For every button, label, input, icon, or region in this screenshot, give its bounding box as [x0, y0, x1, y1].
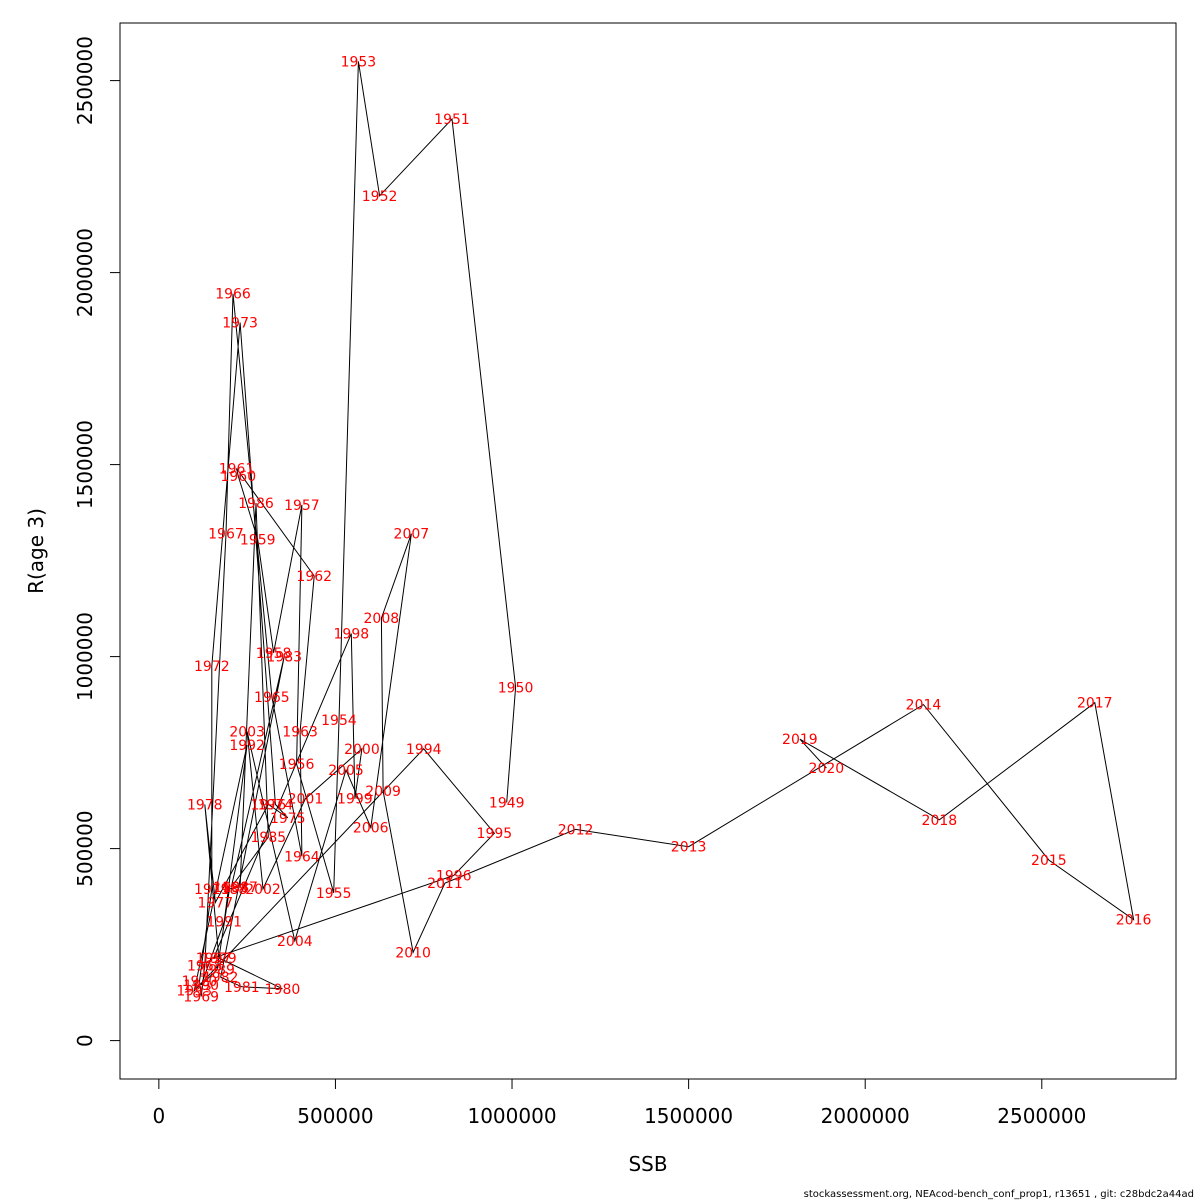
- point-label-2018: 2018: [922, 813, 958, 829]
- point-label-1979: 1979: [201, 951, 237, 967]
- point-label-2019: 2019: [782, 732, 818, 748]
- point-labels: 1949 1950 1951 1952 1953 1954 1955 1956 1957 1958…: [176, 54, 1151, 1005]
- point-label-1963: 1963: [282, 724, 318, 740]
- point-label-1983: 1983: [266, 650, 302, 666]
- point-label-1969: 1969: [183, 989, 219, 1005]
- x-tick-label: 500000: [297, 1104, 373, 1128]
- series-line: [193, 61, 1135, 997]
- point-label-1958: 1958: [256, 646, 292, 662]
- y-tick-label: 2000000: [73, 228, 97, 317]
- point-label-1987: 1987: [222, 880, 258, 896]
- point-label-1949: 1949: [489, 796, 525, 812]
- point-label-1984: 1984: [213, 880, 249, 896]
- point-label-1966: 1966: [215, 287, 251, 303]
- point-label-1988: 1988: [212, 882, 248, 898]
- point-label-1986: 1986: [238, 496, 274, 512]
- point-label-2005: 2005: [328, 763, 364, 779]
- x-tick-label: 2500000: [997, 1104, 1086, 1128]
- point-label-1977: 1977: [198, 895, 234, 911]
- point-label-1994: 1994: [406, 742, 442, 758]
- point-label-2020: 2020: [809, 761, 845, 777]
- point-label-1971: 1971: [194, 882, 230, 898]
- y-tick-label: 1500000: [73, 420, 97, 509]
- y-tick-label: 1000000: [73, 612, 97, 701]
- point-label-2013: 2013: [671, 840, 707, 856]
- point-label-1990: 1990: [183, 978, 219, 994]
- point-label-1976: 1976: [251, 797, 287, 813]
- point-label-1978: 1978: [187, 797, 223, 813]
- point-label-2001: 2001: [288, 792, 324, 808]
- point-label-1975: 1975: [270, 811, 306, 827]
- x-axis: 0 500000 1000000 1500000 2000000 2500000: [152, 1078, 1086, 1128]
- point-label-2016: 2016: [1116, 913, 1152, 929]
- point-label-1980: 1980: [265, 982, 301, 998]
- point-label-2002: 2002: [245, 882, 281, 898]
- point-label-1992: 1992: [229, 738, 265, 754]
- point-label-1961: 1961: [219, 461, 255, 477]
- point-label-1956: 1956: [279, 757, 315, 773]
- point-label-2003: 2003: [229, 724, 265, 740]
- x-tick-label: 1500000: [644, 1104, 733, 1128]
- x-tick-label: 2000000: [821, 1104, 910, 1128]
- point-label-1989: 1989: [199, 963, 235, 979]
- point-label-2017: 2017: [1077, 696, 1113, 712]
- point-label-1982: 1982: [203, 970, 239, 986]
- x-axis-title: SSB: [628, 1152, 667, 1176]
- point-label-1981: 1981: [224, 980, 260, 996]
- point-label-1965: 1965: [254, 690, 290, 706]
- point-label-1962: 1962: [296, 569, 332, 585]
- point-label-1954: 1954: [321, 713, 357, 729]
- point-label-2012: 2012: [558, 822, 594, 838]
- point-label-1968: 1968: [187, 959, 223, 975]
- point-label-1959: 1959: [240, 532, 276, 548]
- point-label-1997: 1997: [196, 951, 232, 967]
- point-label-1964: 1964: [284, 849, 320, 865]
- footer-text: stockassessment.org, NEAcod-bench_conf_p…: [804, 1189, 1194, 1200]
- y-axis-title: R(age 3): [24, 508, 48, 594]
- point-label-1967: 1967: [208, 527, 244, 543]
- point-label-1970: 1970: [182, 974, 218, 990]
- y-tick-label: 0: [73, 1034, 97, 1047]
- point-label-1991: 1991: [206, 915, 242, 931]
- x-tick-label: 1000000: [467, 1104, 556, 1128]
- point-label-1960: 1960: [220, 469, 256, 485]
- point-label-1951: 1951: [434, 112, 470, 128]
- point-label-1999: 1999: [337, 792, 373, 808]
- x-tick-label: 0: [152, 1104, 165, 1128]
- point-label-1953: 1953: [341, 54, 377, 70]
- point-label-2009: 2009: [365, 784, 401, 800]
- y-tick-label: 2500000: [73, 36, 97, 125]
- point-label-1957: 1957: [284, 498, 320, 514]
- point-label-1973: 1973: [222, 316, 258, 332]
- point-label-1950: 1950: [498, 680, 534, 696]
- point-label-2010: 2010: [395, 945, 431, 961]
- point-label-2015: 2015: [1031, 853, 1067, 869]
- point-label-2011: 2011: [427, 876, 463, 892]
- point-label-1993: 1993: [176, 984, 212, 1000]
- y-axis: 0 500000 1000000 1500000 2000000 2500000: [73, 36, 121, 1047]
- y-tick-label: 500000: [73, 810, 97, 886]
- plot-frame: [119, 22, 1177, 1080]
- point-label-2004: 2004: [277, 934, 313, 950]
- point-label-1952: 1952: [362, 189, 398, 205]
- point-label-1985: 1985: [251, 830, 287, 846]
- point-label-2000: 2000: [344, 742, 380, 758]
- point-label-1974: 1974: [258, 797, 294, 813]
- point-label-1972: 1972: [194, 659, 230, 675]
- point-label-2014: 2014: [906, 698, 942, 714]
- point-label-1995: 1995: [477, 826, 513, 842]
- point-label-2007: 2007: [394, 527, 430, 543]
- point-label-1996: 1996: [436, 868, 472, 884]
- point-label-1998: 1998: [334, 627, 370, 643]
- point-label-2006: 2006: [353, 820, 389, 836]
- point-label-2008: 2008: [364, 611, 400, 627]
- point-label-1955: 1955: [316, 886, 352, 902]
